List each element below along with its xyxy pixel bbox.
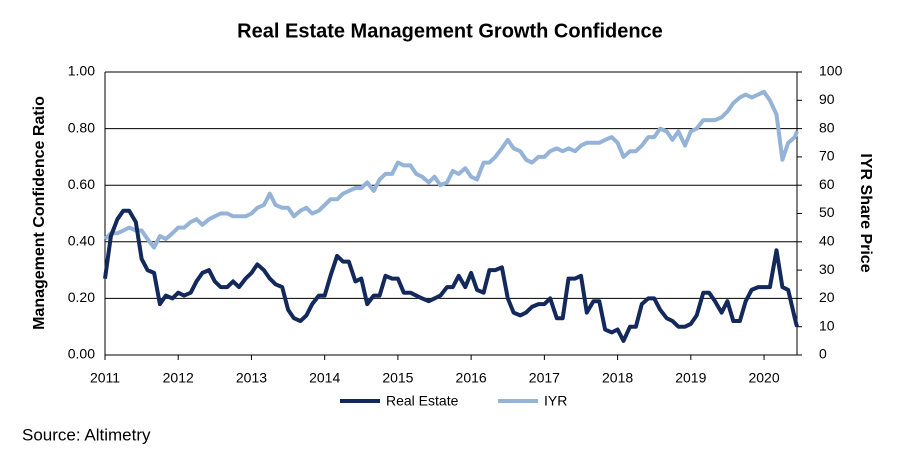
y2-tick-label: 10: [819, 317, 835, 333]
x-tick-label: 2019: [675, 370, 706, 386]
line-series: [103, 89, 799, 250]
y-tick-label: 0.40: [68, 233, 95, 249]
line-series: [103, 208, 799, 343]
chart-title: Real Estate Management Growth Confidence: [237, 20, 663, 42]
y-tick-label: 0.60: [68, 176, 95, 192]
x-tick-label: 2016: [456, 370, 487, 386]
y2-tick-label: 0: [819, 346, 827, 362]
y2-tick-label: 100: [819, 63, 843, 79]
y2-tick-label: 50: [819, 204, 835, 220]
y2-tick-label: 40: [819, 233, 835, 249]
y2-tick-label: 80: [819, 119, 835, 135]
x-tick-label: 2020: [748, 370, 779, 386]
x-tick-label: 2018: [602, 370, 633, 386]
y-tick-label: 1.00: [68, 63, 95, 79]
x-tick-label: 2012: [163, 370, 194, 386]
y2-tick-label: 20: [819, 289, 835, 305]
legend-label: IYR: [544, 393, 567, 409]
x-tick-label: 2015: [382, 370, 413, 386]
y-axis-label: Management Confidence Ratio: [31, 96, 48, 330]
x-tick-label: 2011: [90, 370, 120, 386]
y-tick-label: 0.20: [68, 289, 95, 305]
source-note: Source: Altimetry: [22, 425, 151, 444]
x-tick-label: 2013: [236, 370, 267, 386]
x-tick-label: 2014: [309, 370, 340, 386]
y2-tick-label: 70: [819, 148, 835, 164]
y2-axis-label: IYR Share Price: [857, 153, 874, 272]
legend-label: Real Estate: [386, 393, 459, 409]
x-tick-label: 2017: [529, 370, 560, 386]
y-tick-label: 0.80: [68, 119, 95, 135]
y2-tick-label: 30: [819, 261, 835, 277]
y2-tick-label: 90: [819, 91, 835, 107]
y-tick-label: 0.00: [68, 346, 95, 362]
y2-tick-label: 60: [819, 176, 835, 192]
